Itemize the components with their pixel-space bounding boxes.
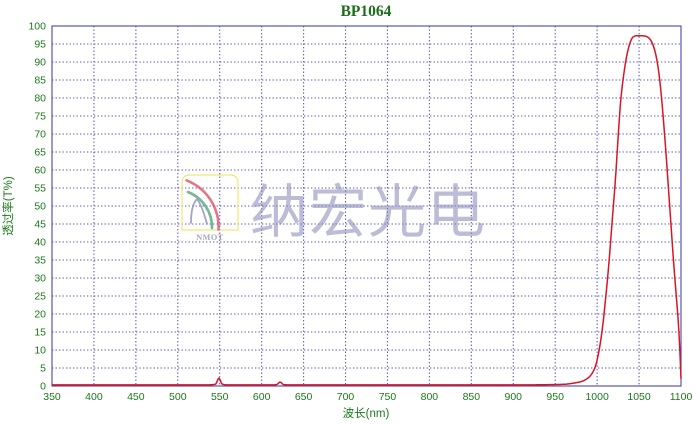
svg-text:1000: 1000 bbox=[585, 391, 609, 403]
svg-text:650: 650 bbox=[295, 391, 313, 403]
svg-text:700: 700 bbox=[337, 391, 355, 403]
svg-text:透过率(T%): 透过率(T%) bbox=[1, 176, 15, 236]
svg-text:55: 55 bbox=[34, 183, 46, 195]
svg-text:40: 40 bbox=[34, 237, 46, 249]
svg-text:波长(nm): 波长(nm) bbox=[343, 407, 390, 420]
svg-text:10: 10 bbox=[34, 345, 46, 357]
svg-text:850: 850 bbox=[463, 391, 481, 403]
svg-text:5: 5 bbox=[40, 363, 46, 375]
svg-text:950: 950 bbox=[546, 391, 564, 403]
svg-text:800: 800 bbox=[421, 391, 439, 403]
svg-text:纳宏光电: 纳宏光电 bbox=[250, 180, 486, 245]
svg-text:400: 400 bbox=[85, 391, 103, 403]
svg-text:NMOT: NMOT bbox=[196, 233, 224, 242]
svg-text:80: 80 bbox=[34, 93, 46, 105]
svg-text:500: 500 bbox=[169, 391, 187, 403]
svg-text:600: 600 bbox=[253, 391, 271, 403]
svg-text:95: 95 bbox=[34, 39, 46, 51]
svg-text:1050: 1050 bbox=[627, 391, 651, 403]
svg-text:900: 900 bbox=[505, 391, 523, 403]
svg-text:70: 70 bbox=[34, 129, 46, 141]
svg-text:35: 35 bbox=[34, 255, 46, 267]
svg-text:85: 85 bbox=[34, 75, 46, 87]
svg-text:60: 60 bbox=[34, 165, 46, 177]
svg-text:65: 65 bbox=[34, 147, 46, 159]
svg-text:20: 20 bbox=[34, 309, 46, 321]
svg-text:90: 90 bbox=[34, 57, 46, 69]
svg-text:25: 25 bbox=[34, 291, 46, 303]
svg-text:1100: 1100 bbox=[670, 391, 693, 403]
svg-text:75: 75 bbox=[34, 111, 46, 123]
svg-text:350: 350 bbox=[43, 391, 61, 403]
svg-text:100: 100 bbox=[28, 21, 46, 33]
svg-text:30: 30 bbox=[34, 273, 46, 285]
svg-text:550: 550 bbox=[211, 391, 229, 403]
svg-text:450: 450 bbox=[127, 391, 145, 403]
svg-text:45: 45 bbox=[34, 219, 46, 231]
svg-text:BP1064: BP1064 bbox=[341, 3, 392, 20]
svg-text:0: 0 bbox=[40, 381, 46, 393]
svg-text:50: 50 bbox=[34, 201, 46, 213]
svg-text:750: 750 bbox=[379, 391, 397, 403]
svg-text:15: 15 bbox=[34, 327, 46, 339]
